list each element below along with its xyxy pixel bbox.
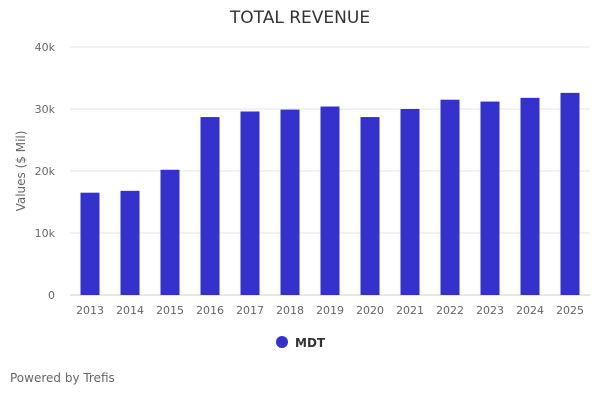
x-tick-label: 2015 [156, 304, 184, 317]
powered-by-footer: Powered by Trefis [10, 371, 115, 385]
x-tick-label: 2021 [396, 304, 424, 317]
bar-2025 [560, 92, 580, 295]
x-tick-label: 2023 [476, 304, 504, 317]
y-tick-label: 20k [35, 165, 56, 178]
bar-2019 [320, 106, 340, 296]
x-tick-label: 2014 [116, 304, 144, 317]
bar-2020 [360, 117, 380, 295]
x-tick-label: 2013 [76, 304, 104, 317]
x-tick-label: 2017 [236, 304, 264, 317]
bar-2016 [200, 117, 220, 295]
x-tick-label: 2019 [316, 304, 344, 317]
bar-2013 [80, 192, 100, 295]
legend-label: MDT [295, 336, 326, 350]
bar-2015 [160, 169, 180, 295]
legend-marker [276, 336, 288, 348]
y-tick-label: 10k [35, 227, 56, 240]
bar-2014 [120, 190, 140, 295]
x-tick-label: 2016 [196, 304, 224, 317]
bar-2023 [480, 101, 500, 295]
y-axis-label: Values ($ Mil) [14, 131, 28, 212]
bar-2021 [400, 109, 420, 295]
y-tick-label: 30k [35, 103, 56, 116]
chart-title: TOTAL REVENUE [229, 8, 371, 28]
x-tick-label: 2020 [356, 304, 384, 317]
x-tick-label: 2022 [436, 304, 464, 317]
y-tick-label: 0 [48, 289, 55, 302]
bar-2022 [440, 99, 460, 295]
x-tick-label: 2018 [276, 304, 304, 317]
y-tick-label: 40k [35, 41, 56, 54]
bar-2017 [240, 111, 260, 295]
x-tick-label: 2024 [516, 304, 544, 317]
x-tick-label: 2025 [556, 304, 584, 317]
bar-2018 [280, 109, 300, 296]
bar-2024 [520, 97, 540, 295]
